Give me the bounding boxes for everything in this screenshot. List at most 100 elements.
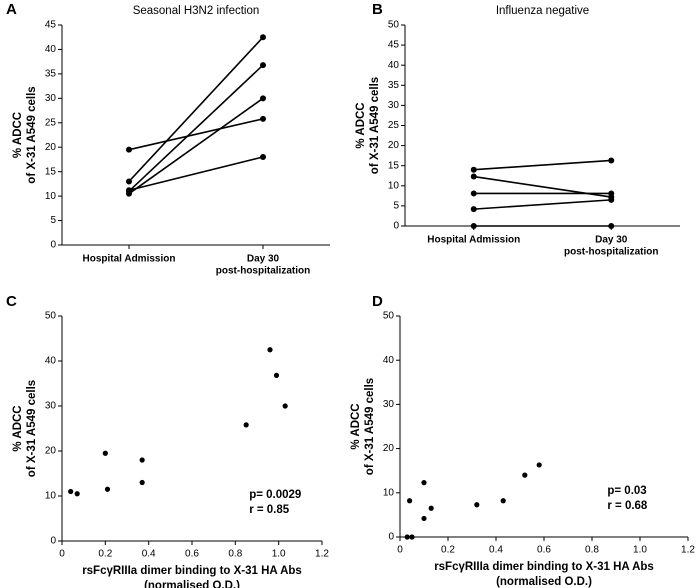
y-tick-label: 30 xyxy=(45,401,57,412)
y-axis-label: of X-31 A549 cells xyxy=(364,378,376,475)
x-tick-label: 0.4 xyxy=(489,545,503,556)
y-axis-label: % ADCC xyxy=(12,112,24,158)
y-tick-label: 25 xyxy=(388,120,400,131)
y-tick-label: 10 xyxy=(45,491,57,502)
annotation: r = 0.68 xyxy=(607,500,648,512)
x-tick-label: 0.2 xyxy=(98,549,112,560)
series-line xyxy=(128,156,264,192)
data-point xyxy=(126,187,132,194)
panel: C % ADCC of X-31 A549 cells 0 10 20 30 40 50 0 0.2… xyxy=(6,293,329,588)
y-tick-label: 50 xyxy=(383,311,395,322)
data-point xyxy=(126,146,132,153)
x-tick-label: 0.6 xyxy=(537,545,551,556)
data-point xyxy=(74,491,80,497)
panel: D % ADCC of X-31 A549 cells 0 10 20 30 40 50 0 0.2… xyxy=(350,293,695,588)
data-point xyxy=(102,450,108,456)
y-axis-label: % ADCC xyxy=(355,102,367,148)
y-tick-label: 0 xyxy=(393,221,399,232)
y-tick-label: 20 xyxy=(388,140,400,151)
panel-letter: B xyxy=(372,1,383,18)
data-point xyxy=(470,206,477,213)
data-point xyxy=(500,498,506,504)
y-tick-label: 25 xyxy=(45,117,57,128)
y-tick-label: 40 xyxy=(383,355,395,366)
data-point xyxy=(104,486,111,492)
x-tick-label: Day 30 xyxy=(595,235,628,246)
y-tick-label: 20 xyxy=(383,443,395,454)
data-point xyxy=(428,505,434,511)
data-point xyxy=(282,403,288,409)
x-tick-label: post-hospitalization xyxy=(564,247,658,258)
panel: B Influenza negative % ADCC of X-31 A549 ce… xyxy=(355,1,680,258)
data-point xyxy=(409,534,415,540)
data-point xyxy=(470,190,477,197)
x-axis-label: (normalised O.D.) xyxy=(496,576,592,588)
data-point xyxy=(421,515,427,522)
x-tick-label: Hospital Admission xyxy=(83,254,176,265)
y-axis-label: of X-31 A549 cells xyxy=(26,380,38,477)
x-tick-label: Day 30 xyxy=(247,254,280,265)
data-point xyxy=(608,223,615,229)
data-point xyxy=(267,347,273,353)
data-point xyxy=(407,498,413,504)
panel: A Seasonal H3N2 infection % ADCC of X-31 A5… xyxy=(6,1,330,277)
panel-letter: A xyxy=(6,1,17,18)
y-tick-label: 5 xyxy=(50,215,56,226)
x-axis-label: rsFcγRIIIa dimer binding to X-31 HA Abs xyxy=(82,565,302,577)
y-tick-label: 40 xyxy=(45,356,57,367)
series-line xyxy=(128,118,264,151)
y-tick-label: 0 xyxy=(388,532,394,543)
data-point xyxy=(260,34,266,41)
y-tick-label: 30 xyxy=(45,93,57,104)
data-point xyxy=(273,372,280,378)
data-point xyxy=(608,157,615,164)
y-tick-label: 50 xyxy=(388,20,400,31)
x-tick-label: post-hospitalization xyxy=(216,266,310,277)
data-point xyxy=(470,166,477,173)
y-tick-label: 15 xyxy=(45,166,57,177)
series-line xyxy=(128,97,264,195)
y-tick-label: 30 xyxy=(388,100,400,111)
y-tick-label: 45 xyxy=(45,20,57,31)
y-tick-label: 10 xyxy=(388,180,400,191)
data-point xyxy=(243,422,249,428)
x-tick-label: 0.2 xyxy=(441,545,455,556)
data-point xyxy=(608,196,615,203)
data-point xyxy=(260,95,266,102)
x-tick-label: 0.6 xyxy=(185,549,199,560)
x-axis-label: (normalised O.D.) xyxy=(144,580,240,588)
panel-letter: D xyxy=(372,293,383,310)
data-point xyxy=(260,62,266,69)
x-tick-label: 0.8 xyxy=(228,549,242,560)
x-tick-label: 1.0 xyxy=(272,549,286,560)
x-tick-label: 1.0 xyxy=(633,545,647,556)
data-point xyxy=(68,488,74,495)
x-tick-label: 0 xyxy=(59,549,65,560)
data-point xyxy=(404,534,410,540)
y-axis-label: % ADCC xyxy=(350,403,362,449)
data-point xyxy=(139,479,145,486)
data-point xyxy=(470,173,477,180)
series-line xyxy=(128,64,264,192)
panel-title: Seasonal H3N2 infection xyxy=(133,5,260,17)
y-tick-label: 0 xyxy=(50,536,56,547)
y-tick-label: 35 xyxy=(388,80,400,91)
y-tick-label: 20 xyxy=(45,142,57,153)
y-tick-label: 0 xyxy=(50,240,56,251)
y-tick-label: 50 xyxy=(45,311,57,322)
y-tick-label: 35 xyxy=(45,69,57,80)
data-point xyxy=(260,115,266,122)
x-axis-label: rsFcγRIIIa dimer binding to X-31 HA Abs xyxy=(434,561,654,573)
data-point xyxy=(421,480,427,486)
y-axis-label: % ADCC xyxy=(12,405,24,451)
panel-letter: C xyxy=(6,293,17,310)
y-tick-label: 30 xyxy=(383,399,395,410)
y-tick-label: 20 xyxy=(45,446,57,457)
y-tick-label: 40 xyxy=(388,60,400,71)
annotation: p= 0.03 xyxy=(607,485,646,497)
x-tick-label: 0.8 xyxy=(585,545,599,556)
panel-title: Influenza negative xyxy=(496,5,589,17)
y-axis-label: of X-31 A549 cells xyxy=(26,86,38,183)
